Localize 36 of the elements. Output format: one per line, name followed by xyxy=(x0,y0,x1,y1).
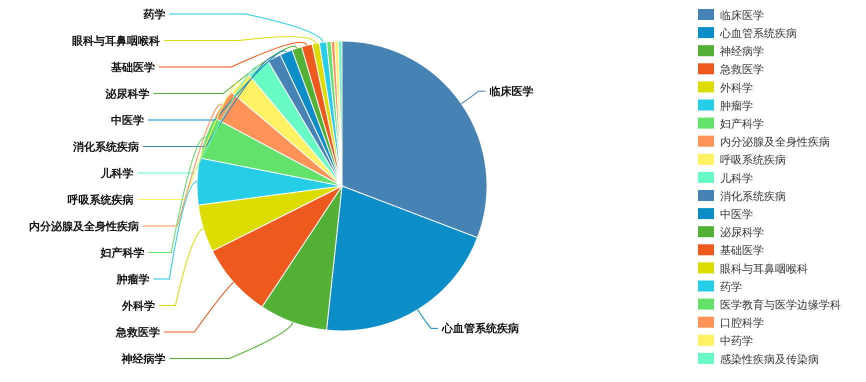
slice-label: 呼吸系统疾病 xyxy=(68,193,134,206)
slice-label: 内分泌腺及全身性疾病 xyxy=(29,220,139,233)
legend-label: 中药学 xyxy=(720,334,753,348)
slice-label: 外科学 xyxy=(120,299,155,312)
legend-label: 肿瘤学 xyxy=(720,99,753,112)
legend-label: 妇产科学 xyxy=(720,117,764,130)
slice-label: 眼科与耳鼻咽喉科 xyxy=(72,34,160,48)
slice-label: 泌尿科学 xyxy=(104,87,150,100)
slice-label: 儿科学 xyxy=(100,166,134,180)
legend-label: 眼科与耳鼻咽喉科 xyxy=(720,262,808,276)
legend-label: 药学 xyxy=(720,280,742,294)
legend-label: 内分泌腺及全身性疾病 xyxy=(720,136,830,149)
legend-label: 消化系统疾病 xyxy=(720,190,786,203)
slice-label: 临床医学 xyxy=(489,85,534,98)
legend-label: 急救医学 xyxy=(719,63,764,76)
legend-label: 儿科学 xyxy=(720,172,753,185)
legend-label: 神经病学 xyxy=(720,45,764,58)
legend-label: 基础医学 xyxy=(720,244,764,258)
legend-label: 口腔科学 xyxy=(720,316,764,330)
slice-label: 药学 xyxy=(142,8,166,21)
slice-label: 妇产科学 xyxy=(99,246,144,260)
slice-label: 神经病学 xyxy=(120,352,166,366)
legend-label: 医学教育与医学边缘学科 xyxy=(720,298,841,312)
slice-label: 急救医学 xyxy=(115,326,160,339)
slice-label: 肿瘤学 xyxy=(116,272,150,286)
legend-label: 中医学 xyxy=(720,208,753,221)
slice-label: 心血管系统疾病 xyxy=(441,322,520,336)
legend-label: 外科学 xyxy=(720,81,753,94)
legend-label: 感染性疾病及传染病 xyxy=(720,352,819,366)
slice-label: 消化系统疾病 xyxy=(72,140,139,154)
slice-label: 中医学 xyxy=(111,114,144,127)
legend-label: 呼吸系统疾病 xyxy=(720,154,786,167)
legend-label: 临床医学 xyxy=(720,8,764,22)
legend-label: 心血管系统疾病 xyxy=(719,26,797,40)
slice-label: 基础医学 xyxy=(110,60,155,74)
legend-label: 泌尿科学 xyxy=(720,226,764,240)
